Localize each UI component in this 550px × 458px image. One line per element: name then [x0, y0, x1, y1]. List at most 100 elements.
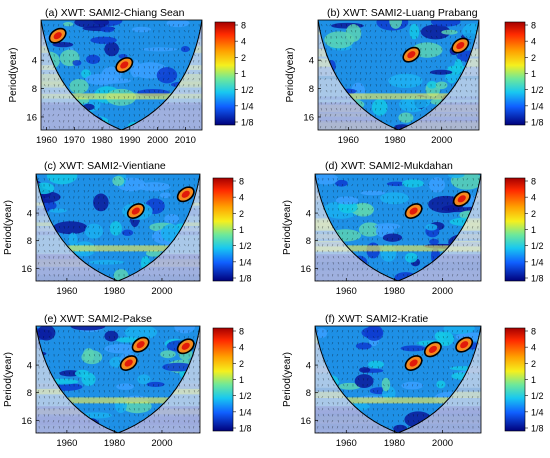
- phase-arrow: [402, 383, 404, 387]
- phase-arrow: [432, 371, 435, 375]
- phase-arrow: [148, 101, 150, 105]
- phase-arrow: [117, 201, 120, 205]
- phase-arrow: [43, 377, 45, 381]
- phase-arrow: [322, 389, 324, 393]
- phase-arrow: [467, 219, 469, 223]
- phase-arrow: [342, 213, 345, 217]
- phase-arrow: [63, 395, 65, 399]
- phase-arrow: [153, 359, 156, 363]
- phase-arrow: [336, 225, 339, 229]
- phase-arrow: [387, 225, 390, 229]
- power-cell: [386, 181, 406, 187]
- phase-arrow: [385, 119, 388, 123]
- phase-arrow: [93, 35, 95, 39]
- phase-arrow: [335, 89, 337, 93]
- phase-arrow: [83, 395, 86, 399]
- phase-arrow: [404, 83, 407, 87]
- phase-arrow: [113, 231, 116, 235]
- phase-arrow: [193, 35, 195, 39]
- phase-arrow: [412, 279, 414, 281]
- power-cell: [335, 196, 359, 205]
- phase-arrow: [442, 431, 444, 433]
- phase-arrow: [372, 335, 375, 339]
- phase-arrow: [163, 53, 165, 57]
- phase-arrow: [417, 401, 420, 405]
- phase-arrow: [475, 95, 477, 99]
- phase-arrow: [377, 279, 379, 281]
- phase-arrow: [341, 395, 344, 399]
- phase-arrow: [456, 365, 459, 369]
- phase-arrow: [474, 101, 477, 105]
- phase-arrow: [437, 329, 439, 333]
- phase-arrow: [138, 83, 141, 87]
- colorbar-tick-label: 4: [531, 37, 536, 47]
- power-cell: [137, 374, 151, 385]
- phase-arrow: [425, 59, 428, 63]
- phase-arrow: [441, 383, 444, 387]
- phase-arrow: [372, 219, 375, 223]
- phase-arrow: [444, 101, 447, 105]
- phase-arrow: [102, 35, 105, 39]
- power-cell: [97, 78, 132, 84]
- phase-arrow: [477, 377, 479, 381]
- phase-arrow: [53, 213, 55, 217]
- phase-arrow: [163, 23, 166, 27]
- phase-arrow: [93, 65, 95, 69]
- phase-arrow: [342, 177, 344, 181]
- phase-arrow: [336, 195, 339, 199]
- phase-arrow: [427, 395, 430, 399]
- phase-arrow: [337, 207, 339, 211]
- phase-arrow: [392, 231, 394, 235]
- phase-arrow: [347, 389, 349, 393]
- phase-arrow: [138, 279, 140, 281]
- phase-arrow: [138, 329, 141, 333]
- phase-arrow: [162, 119, 165, 123]
- phase-arrow: [395, 125, 398, 129]
- phase-arrow: [372, 389, 375, 393]
- phase-arrow: [87, 189, 90, 193]
- phase-arrow: [424, 83, 427, 87]
- phase-arrow: [412, 383, 414, 387]
- phase-arrow: [336, 359, 339, 363]
- phase-arrow: [43, 29, 46, 33]
- phase-arrow: [143, 431, 145, 433]
- phase-arrow: [467, 389, 470, 393]
- phase-arrow: [327, 395, 329, 399]
- phase-arrow: [450, 77, 453, 81]
- phase-arrow: [444, 119, 447, 123]
- phase-arrow: [58, 95, 61, 99]
- phase-arrow: [52, 113, 55, 117]
- phase-arrow: [87, 29, 90, 33]
- phase-arrow: [47, 23, 50, 27]
- phase-arrow: [442, 219, 445, 223]
- phase-arrow: [446, 329, 449, 333]
- phase-arrow: [365, 125, 368, 129]
- phase-arrow: [377, 213, 379, 217]
- power-cell: [174, 326, 195, 334]
- phase-arrow: [322, 243, 324, 247]
- phase-arrow: [322, 219, 324, 223]
- phase-arrow: [168, 207, 170, 211]
- phase-arrow: [158, 35, 160, 39]
- phase-arrow: [376, 177, 379, 181]
- phase-arrow: [163, 113, 166, 117]
- phase-arrow: [332, 383, 335, 387]
- phase-arrow: [68, 77, 70, 81]
- phase-arrow: [148, 95, 151, 99]
- phase-arrow: [183, 107, 186, 111]
- colorbar-tick-label: 1/2: [239, 391, 252, 401]
- phase-arrow: [83, 237, 85, 241]
- x-tick-label: 2000: [151, 286, 172, 297]
- phase-arrow: [152, 119, 155, 123]
- phase-arrow: [427, 407, 429, 411]
- phase-arrow: [172, 335, 175, 339]
- phase-arrow: [58, 59, 61, 63]
- phase-arrow: [449, 35, 452, 39]
- phase-arrow: [107, 377, 110, 381]
- phase-arrow: [319, 41, 322, 45]
- phase-arrow: [376, 401, 379, 405]
- phase-arrow: [337, 213, 339, 217]
- power-band: [318, 93, 479, 100]
- phase-arrow: [412, 255, 414, 259]
- power-cell: [447, 174, 465, 178]
